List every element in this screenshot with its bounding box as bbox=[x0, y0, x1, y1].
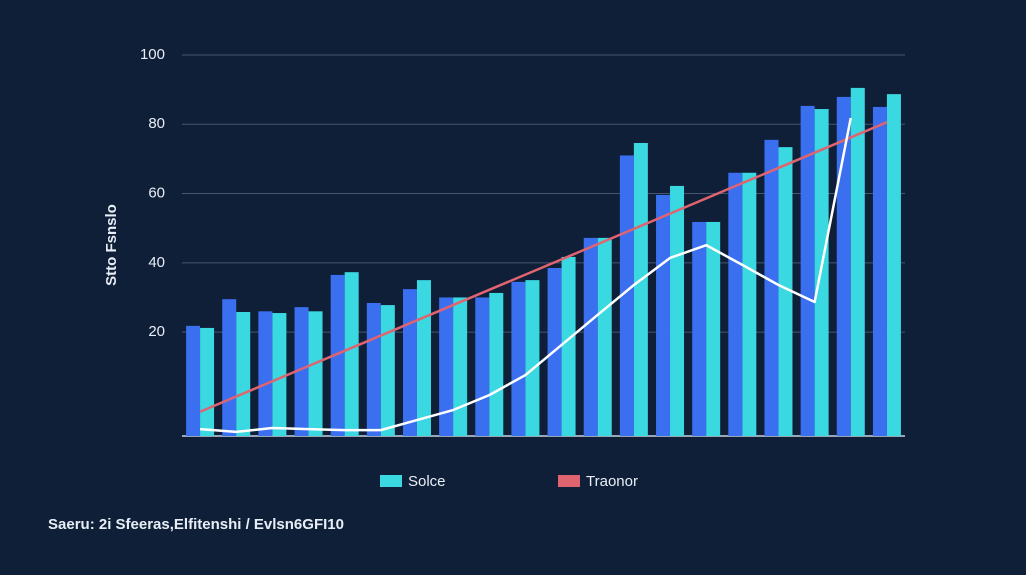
bar bbox=[366, 302, 381, 436]
bar bbox=[583, 237, 598, 436]
bar bbox=[236, 312, 251, 436]
bar bbox=[453, 297, 468, 436]
bar bbox=[850, 87, 865, 437]
bar bbox=[294, 307, 309, 436]
bar bbox=[525, 280, 540, 436]
y-axis-label: Stto Fsnslo bbox=[103, 204, 120, 286]
bar bbox=[511, 281, 526, 436]
bar bbox=[706, 221, 721, 436]
bar bbox=[258, 311, 273, 436]
bar bbox=[475, 297, 490, 436]
bar bbox=[597, 237, 612, 436]
bar bbox=[402, 289, 417, 436]
bar bbox=[619, 155, 634, 437]
bar bbox=[561, 256, 576, 436]
y-tick-label: 20 bbox=[148, 323, 165, 340]
y-tick-label: 80 bbox=[148, 115, 165, 132]
bar bbox=[836, 96, 851, 436]
source: Saeru: 2i Sfeeras,Elfitenshi / Evlsn6GFI… bbox=[48, 516, 344, 533]
bar bbox=[633, 142, 648, 436]
legend-label: Solce bbox=[408, 473, 446, 490]
bar bbox=[656, 194, 671, 436]
bar bbox=[886, 94, 901, 436]
y-tick-label: 100 bbox=[140, 46, 165, 63]
bar bbox=[330, 274, 345, 436]
bar bbox=[308, 311, 323, 436]
bar bbox=[764, 139, 779, 437]
bar bbox=[200, 327, 215, 436]
bar bbox=[272, 313, 287, 436]
bar bbox=[692, 221, 707, 436]
bar bbox=[439, 297, 454, 436]
legend-label: Traonor bbox=[586, 473, 638, 490]
bar bbox=[800, 105, 815, 436]
line bbox=[199, 117, 853, 434]
bar bbox=[344, 272, 359, 436]
bar bbox=[416, 280, 431, 436]
line bbox=[199, 121, 888, 413]
y-tick-label: 40 bbox=[148, 254, 165, 271]
bar bbox=[742, 172, 757, 436]
bar bbox=[222, 299, 237, 436]
bar bbox=[380, 305, 395, 436]
bar bbox=[489, 292, 504, 436]
legend-swatch bbox=[558, 475, 580, 487]
bar bbox=[872, 106, 887, 437]
bar bbox=[728, 172, 743, 436]
bar bbox=[670, 185, 685, 436]
y-tick-label: 60 bbox=[148, 185, 165, 202]
bar bbox=[778, 147, 793, 436]
legend-swatch bbox=[380, 475, 402, 487]
bar bbox=[186, 325, 201, 436]
